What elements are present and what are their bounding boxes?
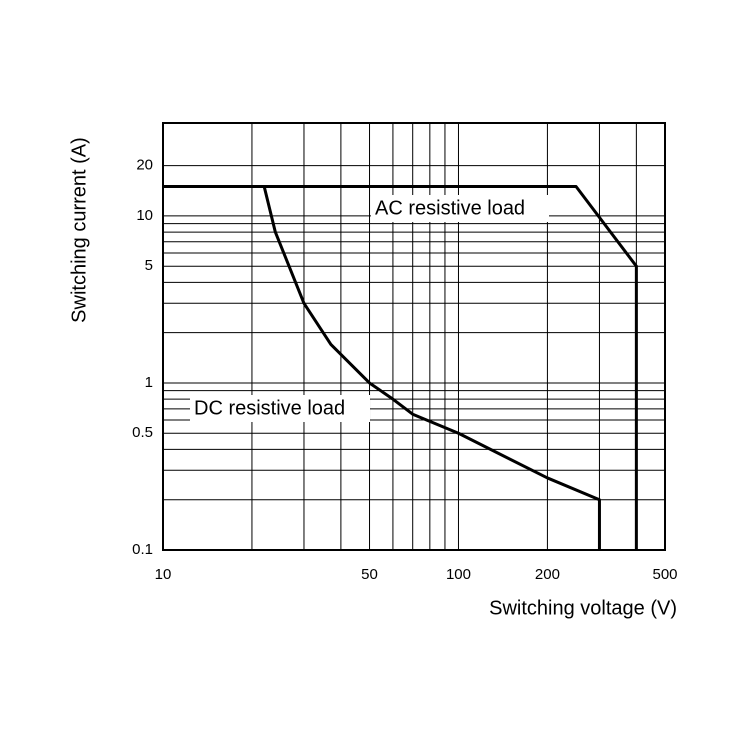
series-label: DC resistive load	[194, 397, 345, 419]
label-background	[371, 195, 549, 222]
grid	[163, 123, 665, 550]
y-tick-label: 1	[145, 374, 153, 391]
x-tick-label: 500	[652, 566, 677, 583]
y-axis-title: Switching current (A)	[68, 137, 90, 323]
x-tick-label: 200	[535, 566, 560, 583]
x-tick-label: 10	[155, 566, 172, 583]
y-tick-label: 0.1	[132, 541, 153, 558]
series-line	[163, 185, 638, 550]
x-tick-label: 100	[446, 566, 471, 583]
x-axis-title: Switching voltage (V)	[489, 597, 677, 619]
series-line	[262, 186, 601, 550]
y-tick-label: 0.5	[132, 424, 153, 441]
ticks: 10 50 100 200 500 0.1 0.5 1 5 10 20	[132, 157, 677, 583]
x-tick-label: 50	[361, 566, 378, 583]
y-tick-label: 5	[145, 257, 153, 274]
series-lines	[163, 185, 638, 550]
label-background	[190, 395, 370, 422]
y-tick-label: 20	[136, 157, 153, 174]
plot-frame	[162, 122, 666, 551]
series-label: AC resistive load	[375, 197, 525, 219]
y-tick-label: 10	[136, 207, 153, 224]
